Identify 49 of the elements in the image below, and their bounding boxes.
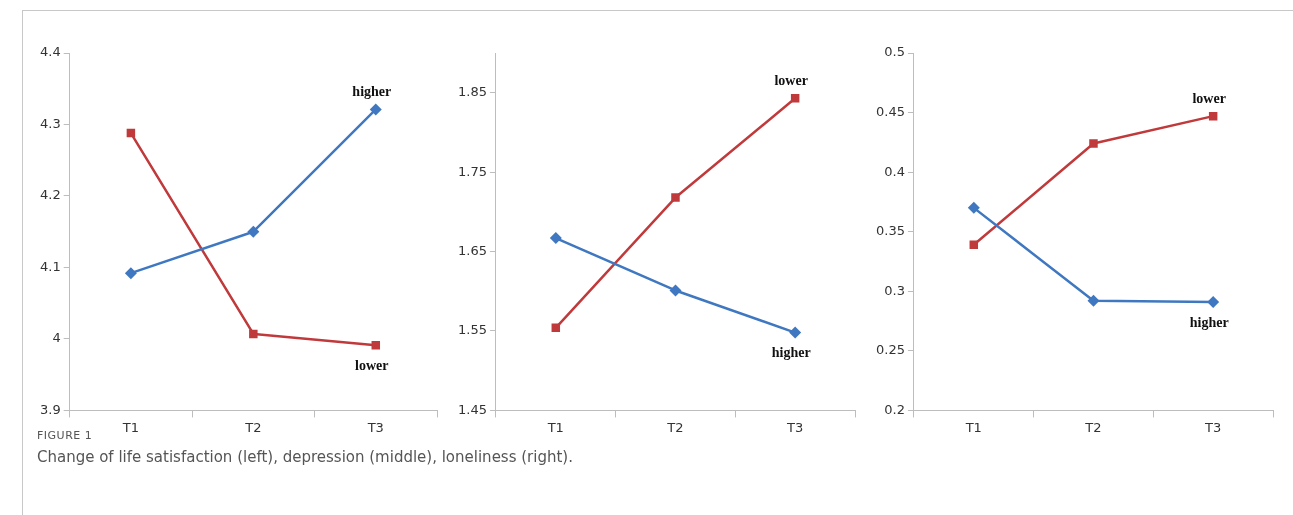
point [247, 225, 260, 238]
y-tick-label: 0.25 [875, 342, 905, 358]
point [669, 284, 682, 297]
y-tick-label: 1.75 [457, 163, 487, 179]
x-tick-label: T1 [546, 419, 564, 435]
y-tick-label: 4.1 [39, 258, 61, 274]
y-tick-label: 1.65 [457, 242, 487, 258]
y-tick-label: 0.3 [884, 282, 905, 298]
series-label: lower [355, 357, 389, 373]
y-tick-label: 0.35 [875, 223, 905, 239]
point [1087, 294, 1100, 307]
point [967, 201, 980, 214]
y-tick-label: 0.45 [875, 103, 905, 119]
series-label: lower [1192, 90, 1226, 106]
y-tick-label: 4.4 [39, 44, 61, 60]
x-tick-label: T2 [666, 419, 684, 435]
y-tick-label: 0.2 [884, 401, 905, 417]
point [789, 326, 802, 339]
y-tick-label: 1.85 [457, 84, 487, 100]
point [124, 267, 137, 280]
x-tick-label: T2 [244, 419, 262, 435]
x-tick-label: T1 [121, 419, 139, 435]
x-tick-label: T3 [1204, 419, 1222, 435]
x-tick-label: T3 [366, 419, 384, 435]
text: Change of life satisfaction (left), depression (middle), loneliness (right). [37, 448, 573, 466]
point [369, 103, 382, 116]
y-tick-label: 4 [52, 330, 61, 346]
y-tick-label: 3.9 [39, 401, 61, 417]
y-tick-label: 0.5 [884, 44, 905, 60]
point [1207, 295, 1220, 308]
point [1089, 139, 1098, 148]
point [790, 94, 800, 103]
point [249, 329, 258, 339]
series-label: higher [352, 84, 392, 100]
caption: FIGURE 1 [37, 429, 93, 442]
x-tick-label: T2 [1084, 419, 1102, 435]
y-tick-label: 4.2 [39, 187, 61, 203]
y-tick-label: 0.4 [884, 163, 905, 179]
point [371, 341, 381, 350]
point [549, 232, 562, 245]
point [671, 193, 680, 202]
series-label: higher [1189, 314, 1229, 330]
y-tick-label: 1.55 [457, 322, 487, 338]
y-tick-label: 1.45 [457, 401, 487, 417]
y-tick-label: 4.3 [39, 115, 61, 131]
series-label: higher [771, 345, 811, 361]
x-tick-label: T3 [786, 419, 804, 435]
x-tick-label: T1 [964, 419, 982, 435]
series-label: lower [774, 72, 808, 88]
